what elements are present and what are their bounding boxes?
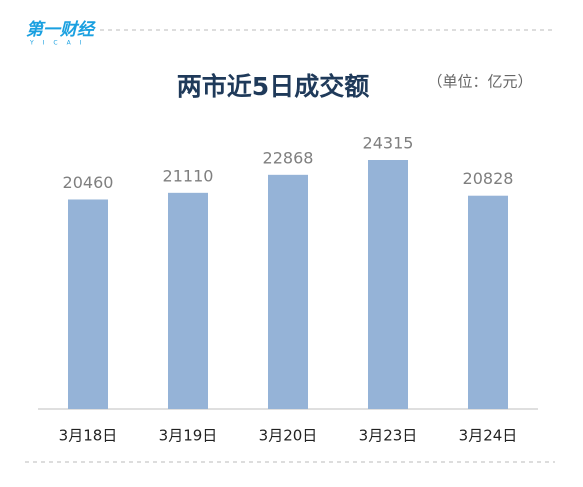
- logo: 第一财经: [26, 20, 96, 40]
- x-tick-label: 3月19日: [159, 427, 218, 445]
- data-label: 20828: [463, 169, 514, 188]
- bar: [268, 174, 308, 409]
- x-tick-label: 3月23日: [359, 427, 418, 445]
- data-label: 21110: [163, 166, 214, 185]
- logo-sub: YICAI: [29, 40, 91, 47]
- bar: [68, 199, 108, 409]
- data-label: 22868: [263, 148, 314, 167]
- chart-subtitle: （单位：亿元）: [427, 73, 532, 91]
- chart-title: 两市近5日成交额: [177, 72, 369, 101]
- data-label: 20460: [63, 173, 114, 192]
- x-tick-label: 3月20日: [259, 427, 318, 445]
- x-tick-label: 3月24日: [459, 427, 518, 445]
- bar: [368, 160, 408, 409]
- data-label: 24315: [363, 134, 414, 153]
- bar: [168, 192, 208, 409]
- bar: [468, 195, 508, 409]
- x-tick-label: 3月18日: [59, 427, 118, 445]
